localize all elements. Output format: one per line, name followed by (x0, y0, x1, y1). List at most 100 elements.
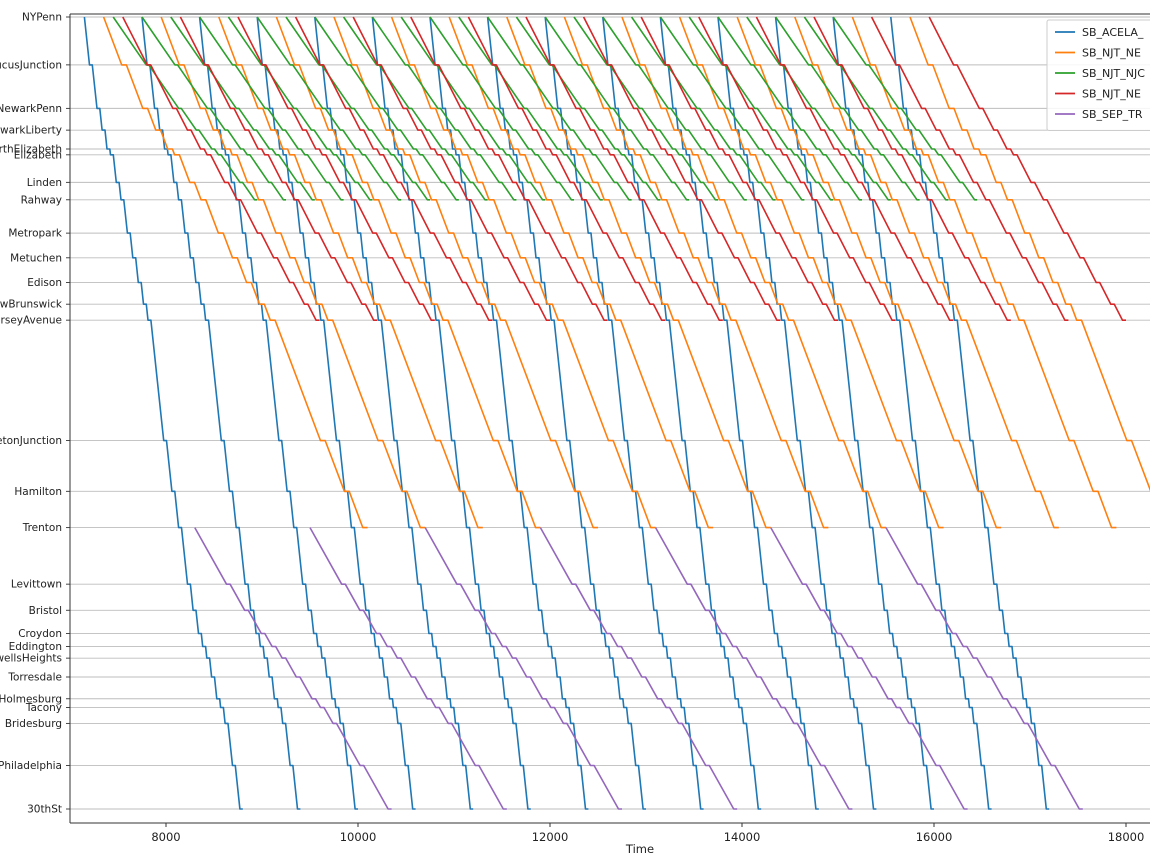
series-line-1-train-9 (621, 16, 886, 529)
series-line-3-train-1 (179, 16, 378, 321)
station-label: Metropark (8, 228, 63, 240)
station-label: Holmesburg (0, 693, 62, 705)
station-labels: NYPenn SecaucusJunction NewarkPenn NewarkLi… (0, 12, 63, 816)
station-label: NYPenn (22, 12, 62, 24)
x-tick-label: 16000 (916, 830, 953, 844)
station-label: NewBrunswick (0, 299, 63, 311)
series-line-1-train-14 (909, 16, 1150, 492)
series-line-0-train-9 (602, 16, 762, 810)
series-line-0-train-4 (314, 16, 474, 810)
x-tick-label: 12000 (532, 830, 569, 844)
station-label: Linden (27, 177, 62, 189)
series-line-0-train-14 (890, 16, 1050, 810)
station-label: NewarkLiberty (0, 125, 62, 137)
series-line-4-train-5 (770, 527, 968, 810)
series-line-0-train-10 (659, 16, 819, 810)
series-line-2-train-13 (486, 16, 632, 201)
station-label: 30thSt (27, 804, 62, 816)
series-line-2-train-1 (141, 16, 286, 201)
series-line-0-train-12 (774, 16, 934, 810)
station-label: NorthElizabeth (0, 144, 62, 156)
legend-entry: SB_SEP_TR (1082, 108, 1143, 121)
series-line-2-train-19 (659, 16, 805, 201)
series-line-2-train-7 (314, 16, 459, 201)
series-line-3-train-9 (640, 16, 838, 321)
axes: 8000 10000 12000 14000 16000 18000 Time (66, 13, 1150, 856)
series-line-4-train-0 (194, 527, 392, 810)
series-line-1-train-11 (736, 16, 1002, 529)
legend-entry: SB_ACELA_ (1082, 26, 1144, 39)
station-label: Eddington (9, 641, 62, 653)
station-label: Trenton (22, 522, 62, 534)
series-line-4-train-6 (885, 527, 1083, 810)
station-label: Croydon (18, 628, 62, 640)
series-line-1-train-8 (563, 16, 829, 529)
series-line-3-train-10 (698, 16, 896, 321)
series-line-0-train-8 (544, 16, 704, 810)
x-tick-label: 14000 (724, 830, 761, 844)
station-label: CornwellsHeights (0, 653, 62, 665)
series-line-3-train-4 (352, 16, 550, 321)
series-line-4-train-4 (654, 527, 853, 810)
station-label: Metuchen (10, 252, 62, 264)
series-line-2-train-17 (602, 16, 747, 201)
series-line-3-train-14 (928, 16, 1126, 321)
station-label: NorthPhiladelphia (0, 760, 62, 772)
x-tick-label: 10000 (340, 830, 377, 844)
series-line-3-train-8 (582, 16, 781, 321)
series-line-3-train-0 (122, 16, 320, 321)
series-line-1-train-7 (506, 16, 771, 529)
series-line-3-train-13 (870, 16, 1069, 321)
series-lines (83, 16, 1150, 810)
station-label: Elizabeth (14, 149, 62, 161)
station-label: Levittown (11, 579, 62, 591)
series-line-1-train-5 (390, 16, 656, 529)
station-label: Hamilton (14, 486, 62, 498)
series-line-3-train-6 (467, 16, 666, 321)
series-line-1-train-4 (333, 16, 598, 529)
series-line-2-train-23 (774, 16, 920, 201)
series-line-3-train-7 (525, 16, 723, 321)
series-line-2-train-5 (256, 16, 402, 201)
series-line-2-train-11 (429, 16, 574, 201)
series-line-3-train-3 (294, 16, 493, 321)
station-label: Torresdale (7, 672, 62, 684)
legend-entry: SB_NJT_NE (1082, 47, 1141, 60)
station-label: SecaucusJunction (0, 59, 62, 71)
series-line-4-train-2 (424, 527, 622, 810)
series-line-1-train-10 (678, 16, 944, 529)
series-line-1-train-13 (851, 16, 1117, 529)
series-line-4-train-1 (309, 527, 507, 810)
station-label: Bridesburg (5, 718, 62, 730)
series-line-1-train-3 (275, 16, 541, 529)
station-label: Bristol (29, 605, 62, 617)
station-label: NewarkPenn (0, 103, 62, 115)
legend-entry: SB_NJT_NE (1082, 88, 1141, 101)
series-line-3-train-11 (755, 16, 954, 321)
series-line-1-train-1 (160, 16, 426, 529)
series-line-0-train-7 (486, 16, 646, 810)
series-line-0-train-1 (141, 16, 301, 810)
legend: SB_ACELA_ SB_NJT_NE SB_NJT_NJC SB_NJT_NE SB_… (1046, 19, 1150, 131)
x-tick-label: 18000 (1108, 830, 1145, 844)
series-line-0-train-5 (371, 16, 531, 810)
series-line-0-train-11 (717, 16, 877, 810)
series-line-3-train-5 (410, 16, 608, 321)
series-line-2-train-25 (832, 16, 978, 201)
series-line-0-train-2 (198, 16, 358, 810)
series-line-1-train-12 (794, 16, 1059, 529)
series-line-2-train-3 (198, 16, 344, 201)
legend-box (1046, 19, 1150, 131)
series-line-2-train-9 (371, 16, 517, 201)
series-line-2-train-15 (544, 16, 690, 201)
station-label: JerseyAvenue (0, 315, 62, 327)
series-line-1-train-6 (448, 16, 714, 529)
series-line-0-train-0 (83, 16, 243, 810)
x-tick-label: 8000 (151, 830, 180, 844)
series-line-0-train-6 (429, 16, 589, 810)
series-line-0-train-3 (256, 16, 416, 810)
legend-entry: SB_NJT_NJC (1082, 67, 1145, 80)
x-axis-title: Time (625, 842, 654, 856)
series-line-4-train-3 (539, 527, 738, 810)
